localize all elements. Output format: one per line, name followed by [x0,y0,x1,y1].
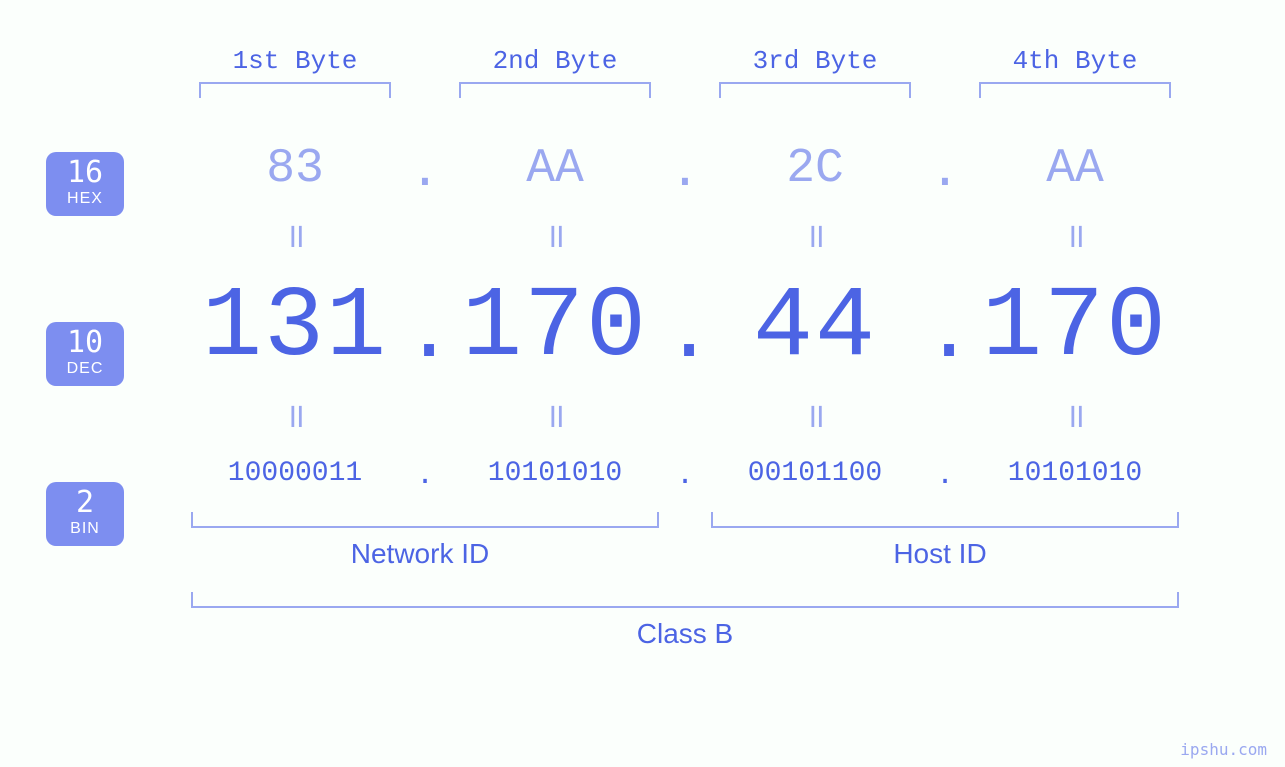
class-label-row: Class B [180,608,1190,650]
equals-row-1: ॥ ॥ ॥ ॥ [180,214,1190,264]
bin-dot-3: . [925,444,965,504]
hex-byte-3: 2C [705,124,925,214]
bracket-byte-1 [199,82,391,98]
bracket-byte-2 [459,82,651,98]
hex-byte-4: AA [965,124,1185,214]
byte-header-2: 2nd Byte [445,0,665,76]
byte-header-1: 1st Byte [185,0,405,76]
badge-dec-base: 10 [46,328,124,358]
bracket-host [711,512,1179,528]
byte-bracket-row [180,76,1190,98]
eq-1-1: ॥ [185,214,405,264]
eq-1-4: ॥ [965,214,1185,264]
watermark: ipshu.com [1180,740,1267,759]
net-host-label-row: Network ID Host ID [180,528,1190,570]
bin-dot-1: . [405,444,445,504]
hex-dot-2: . [665,124,705,214]
dec-dot-3: . [925,264,965,394]
hex-dot-1: . [405,124,445,214]
badge-bin-base: 2 [46,488,124,518]
bin-row: 10000011 . 10101010 . 00101100 . 1010101… [180,444,1190,504]
byte-header-4: 4th Byte [965,0,1185,76]
bracket-byte-3 [719,82,911,98]
net-host-bracket-row [180,504,1190,528]
eq-1-2: ॥ [445,214,665,264]
eq-2-3: ॥ [705,394,925,444]
badge-bin-label: BIN [46,520,124,538]
badge-hex: 16 HEX [46,152,124,216]
class-bracket-row [180,570,1190,608]
bin-byte-3: 00101100 [705,444,925,504]
eq-1-3: ॥ [705,214,925,264]
dec-byte-3: 44 [705,264,925,394]
byte-header-row: 1st Byte 2nd Byte 3rd Byte 4th Byte [180,0,1190,76]
dec-row: 131 . 170 . 44 . 170 [180,264,1190,394]
bracket-class [191,592,1179,608]
hex-row: 83 . AA . 2C . AA [180,124,1190,214]
badge-bin: 2 BIN [46,482,124,546]
bin-byte-1: 10000011 [185,444,405,504]
badge-hex-label: HEX [46,190,124,208]
badge-dec-label: DEC [46,360,124,378]
dec-byte-1: 131 [185,264,405,394]
eq-2-2: ॥ [445,394,665,444]
dec-byte-2: 170 [445,264,665,394]
eq-2-1: ॥ [185,394,405,444]
network-id-label: Network ID [180,528,660,570]
bracket-network [191,512,659,528]
dec-dot-1: . [405,264,445,394]
ip-diagram: 1st Byte 2nd Byte 3rd Byte 4th Byte 83 .… [180,0,1190,650]
bin-dot-2: . [665,444,705,504]
bin-byte-2: 10101010 [445,444,665,504]
hex-byte-2: AA [445,124,665,214]
equals-row-2: ॥ ॥ ॥ ॥ [180,394,1190,444]
dec-dot-2: . [665,264,705,394]
eq-2-4: ॥ [965,394,1185,444]
byte-header-3: 3rd Byte [705,0,925,76]
hex-dot-3: . [925,124,965,214]
class-label: Class B [180,608,1190,650]
bin-byte-4: 10101010 [965,444,1185,504]
bracket-byte-4 [979,82,1171,98]
hex-byte-1: 83 [185,124,405,214]
badge-dec: 10 DEC [46,322,124,386]
host-id-label: Host ID [700,528,1180,570]
dec-byte-4: 170 [965,264,1185,394]
badge-hex-base: 16 [46,158,124,188]
